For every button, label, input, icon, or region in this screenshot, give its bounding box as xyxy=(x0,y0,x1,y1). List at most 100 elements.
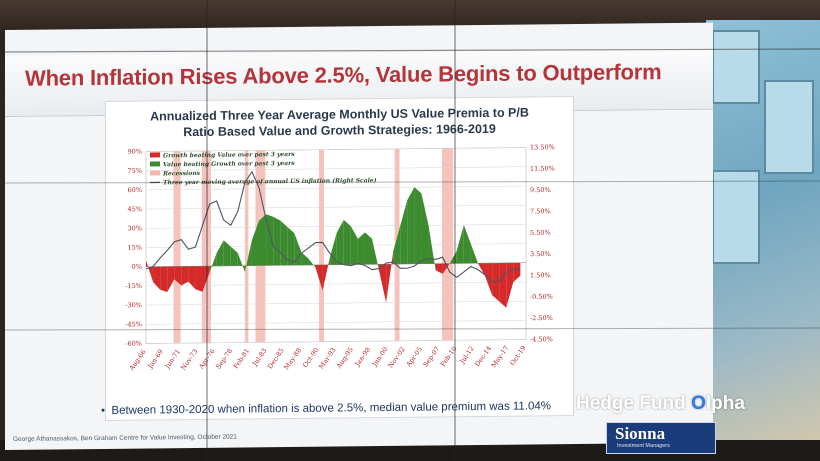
premium-area-segment-38 xyxy=(414,187,422,264)
premium-area-segment-52 xyxy=(513,262,521,283)
gridline-4 xyxy=(146,224,526,229)
x-tick-label-5: Sep-78 xyxy=(214,347,234,370)
premium-area-segment-47 xyxy=(477,263,486,276)
gridline-1 xyxy=(146,166,526,171)
x-tick-label-1: Jan-69 xyxy=(146,348,165,371)
premium-area-segment-25 xyxy=(322,258,330,291)
left-tick-label-2: 60% xyxy=(128,186,142,194)
left-tick-label-10: -60% xyxy=(125,340,142,348)
x-tick-label-3: Nov-73 xyxy=(179,348,199,372)
left-tick-label-7: -15% xyxy=(125,282,142,290)
left-tick-label-0: 90% xyxy=(128,148,142,156)
hedge-fund-alpha-watermark: Hedge Fund Olpha xyxy=(576,393,745,415)
watermark-suffix: lpha xyxy=(705,393,745,414)
x-tick-label-16: Apr-05 xyxy=(404,345,424,369)
premium-area-segment-10 xyxy=(216,240,224,266)
premium-area-segment-39 xyxy=(421,193,429,264)
premium-area-segment-37 xyxy=(407,187,415,264)
x-tick-label-17: Sep-07 xyxy=(422,345,442,368)
value-premium-chart: 90% 75% 60% 45% 30% 15% 0% -15% -30% -45% -60% 13.5… xyxy=(125,143,555,373)
watermark-o: O xyxy=(691,393,706,414)
premium-area-segment-7 xyxy=(195,266,203,292)
premium-area-segment-6 xyxy=(188,266,196,290)
room-window-background xyxy=(706,20,820,461)
premium-area-segment-51 xyxy=(506,262,514,308)
left-tick-label-9: -45% xyxy=(125,320,142,328)
premium-area-segment-31 xyxy=(364,232,373,265)
right-tick-label-3: 7.50% xyxy=(530,207,551,215)
left-tick-label-1: 75% xyxy=(128,167,142,175)
right-tick-label-1: 11.50% xyxy=(530,165,555,173)
premium-area-segment-24 xyxy=(315,264,323,291)
premium-area-segment-26 xyxy=(329,232,337,265)
premium-area-segment-46 xyxy=(470,244,478,264)
left-tick-label-6: 0% xyxy=(132,263,142,271)
premium-area-segment-11 xyxy=(223,240,231,266)
gridline-0 xyxy=(146,147,526,152)
right-tick-label-0: 13.50% xyxy=(530,143,555,151)
logo-name: Sionna xyxy=(615,424,666,443)
legend-swatch-0 xyxy=(150,152,160,158)
premium-area-segment-32 xyxy=(372,238,380,271)
gridline-2 xyxy=(146,185,526,191)
premium-area-segment-36 xyxy=(400,199,408,265)
right-tick-label-7: -0.50% xyxy=(530,293,553,301)
legend-label-3: Three year moving average of annual US i… xyxy=(163,177,377,186)
premium-area-segment-29 xyxy=(350,226,358,265)
premium-area-segment-27 xyxy=(336,219,344,265)
right-tick-label-4: 5.50% xyxy=(530,229,551,237)
x-tick-label-18: Feb-10 xyxy=(439,345,459,368)
left-tick-label-3: 45% xyxy=(128,205,142,213)
watermark-prefix: Hedge Fund xyxy=(576,393,692,414)
legend-swatch-2 xyxy=(150,170,160,176)
premium-area-segment-42 xyxy=(442,263,450,274)
chart-card: Annualized Three Year Average Monthly US… xyxy=(105,96,574,421)
premium-area-segment-45 xyxy=(463,224,471,264)
premium-area-segment-2 xyxy=(160,266,168,293)
premium-area-segment-5 xyxy=(181,266,189,286)
source-note: George Athanassakos, Ben Graham Centre f… xyxy=(13,433,237,443)
premium-area-segment-33 xyxy=(379,264,387,303)
premium-area-segment-28 xyxy=(343,219,351,265)
premium-area-segment-9 xyxy=(209,253,217,273)
premium-area-segment-18 xyxy=(273,216,281,266)
premium-area-segment-50 xyxy=(499,262,507,308)
left-tick-label-8: -30% xyxy=(125,301,142,309)
sionna-logo: Sionna Investment Managers xyxy=(606,422,716,454)
premium-area-segment-15 xyxy=(251,220,260,266)
gridline-10 xyxy=(146,339,526,344)
premium-area-segment-21 xyxy=(294,233,302,266)
legend-label-2: Recessions xyxy=(162,170,201,177)
presentation-slide: When Inflation Rises Above 2.5%, Value B… xyxy=(5,22,713,450)
x-tick-label-11: Mar-93 xyxy=(317,346,337,370)
gridline-9 xyxy=(146,320,526,325)
premium-area-segment-20 xyxy=(287,226,295,266)
right-tick-label-8: -2.50% xyxy=(530,314,553,322)
x-tick-label-13: Jan-98 xyxy=(353,346,372,369)
bullet-mark: • xyxy=(101,404,106,417)
inflation-line xyxy=(145,170,521,283)
logo-tagline: Investment Managers xyxy=(617,443,670,449)
premium-area-segment-12 xyxy=(230,246,238,266)
x-tick-label-21: May-17 xyxy=(490,344,511,369)
gridline-8 xyxy=(146,300,526,306)
zero-line xyxy=(146,262,526,267)
legend-label-1: Value beating Growth over past 3 years xyxy=(163,160,295,168)
premium-area-segment-35 xyxy=(393,225,401,265)
x-tick-label-12: Aug-95 xyxy=(334,346,355,371)
right-tick-label-6: 1.50% xyxy=(530,271,551,279)
x-tick-label-0: Aug-66 xyxy=(127,348,148,373)
premium-area-segment-30 xyxy=(357,232,365,265)
legend-swatch-1 xyxy=(150,161,160,167)
premium-area-segment-16 xyxy=(259,214,267,266)
legend-label-0: Growth beating Value over past 3 years xyxy=(163,151,295,159)
premium-area-segment-1 xyxy=(153,266,161,290)
premium-area-segment-4 xyxy=(174,266,182,286)
premium-area-segment-41 xyxy=(435,263,443,274)
x-tick-label-6: Feb-81 xyxy=(232,347,252,370)
gridline-3 xyxy=(146,204,526,210)
x-tick-label-4: Apr-76 xyxy=(197,347,217,371)
x-tick-label-9: May-88 xyxy=(282,347,303,372)
premium-area-segment-8 xyxy=(202,266,210,292)
right-tick-label-9: -4.50% xyxy=(530,335,553,343)
